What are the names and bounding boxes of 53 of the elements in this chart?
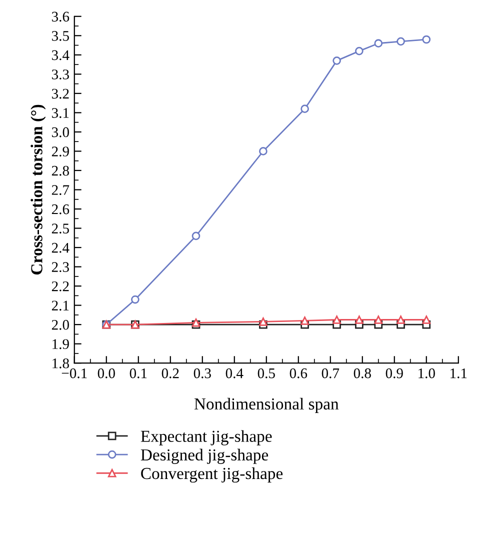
y-tick-label: 2.3 [52,262,69,272]
point [396,316,405,324]
y-tick-label: 2.8 [52,166,69,176]
legend-label: Expectant jig-shape [140,430,272,446]
y-tick-label: 1.8 [52,358,69,368]
point [192,232,200,240]
x-tick-label: 0.1 [130,368,147,378]
point [374,316,383,324]
y-tick-label: 3.2 [52,88,69,99]
point [332,316,341,324]
y-tick-label: 2.5 [52,224,69,234]
point [422,35,431,44]
y-tick-label: 3.5 [52,31,69,41]
point [300,316,309,325]
x-tick-label: 0.0 [98,368,115,378]
y-tick-label: 2.6 [52,204,70,214]
y-tick-label: 2.0 [52,320,69,330]
y-tick-label: 2.2 [52,281,69,292]
point [332,56,341,65]
point [422,316,431,324]
x-tick-label: 1.1 [450,368,467,378]
x-tick-label: 1.0 [418,368,435,378]
x-tick-label: 0.9 [386,368,403,378]
y-tick-label: 3.1 [52,108,69,118]
y-tick-label: 3.3 [52,70,69,80]
y-tick-label: 3.4 [52,50,70,60]
point [131,295,140,304]
x-tick-label: 0.4 [226,368,244,378]
y-tick-label: 1.9 [52,339,69,350]
y-tick-label: 3.6 [52,12,70,22]
y-tick-label: 2.7 [52,185,70,195]
point [259,147,268,156]
x-axis-title: Nondimensional span [194,398,339,413]
point [374,39,383,48]
y-tick-label: 2.1 [52,300,69,311]
y-tick-label: 3.0 [52,127,69,138]
y-tick-label: 2.4 [52,242,70,253]
x-tick-label: 0.5 [258,368,275,378]
x-tick-label: 0.7 [322,368,340,378]
point [259,318,268,326]
point [396,37,405,46]
legend-label: Designed jig-shape [140,448,268,464]
point [355,46,364,56]
x-tick-label: 0.2 [162,368,179,378]
point [355,316,364,324]
x-tick-label: 0.6 [290,368,308,378]
x-tick-label: 0.3 [194,368,211,378]
y-axis-title: Cross-section torsion (°) [30,104,46,274]
x-tick-label: −0.1 [62,368,87,378]
x-tick-label: 0.8 [354,368,371,378]
y-tick-label: 2.9 [52,146,69,156]
point [300,104,309,114]
legend-label: Convergent jig-shape [141,467,283,483]
